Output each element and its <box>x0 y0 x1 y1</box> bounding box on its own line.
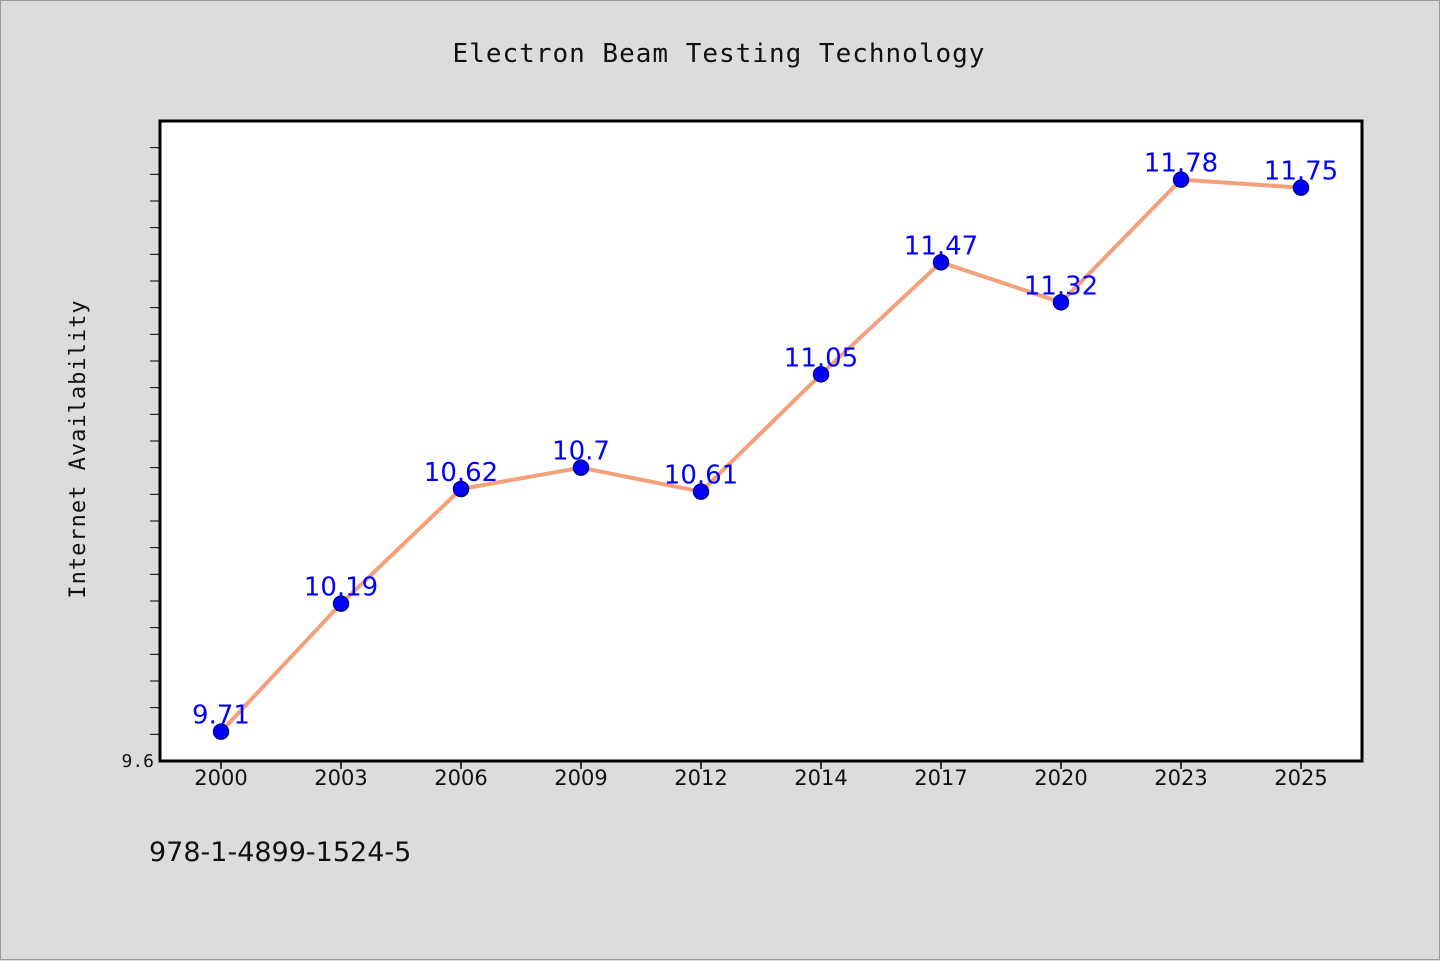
data-point-marker <box>1172 171 1190 188</box>
series-line-segment <box>699 372 823 494</box>
series-line-segment <box>1059 177 1183 305</box>
plot-area <box>158 119 1364 763</box>
data-point-label: 9.71 <box>192 701 250 731</box>
data-point-marker <box>692 483 710 500</box>
chart-title: Electron Beam Testing Technology <box>453 39 986 69</box>
data-point-label: 10.7 <box>552 437 610 467</box>
series-line-segment <box>1179 177 1303 190</box>
x-tick-label: 2006 <box>434 766 487 790</box>
series-line-segment <box>339 487 463 606</box>
x-tick-label: 2025 <box>1274 766 1327 790</box>
x-tick-label: 2017 <box>914 766 967 790</box>
data-point-label: 11.32 <box>1024 271 1098 301</box>
x-tick-label: 2023 <box>1154 766 1207 790</box>
data-point-label: 11.75 <box>1264 157 1338 187</box>
x-tick-label: 2003 <box>314 766 367 790</box>
x-tick-label: 2012 <box>674 766 727 790</box>
data-point-label: 10.61 <box>664 461 738 491</box>
series-lines <box>219 177 1303 734</box>
data-point-marker <box>812 366 830 383</box>
data-point-label: 11.05 <box>784 343 858 373</box>
data-point-marker <box>932 254 950 271</box>
x-tick-label: 2000 <box>194 766 247 790</box>
data-point-marker <box>1052 294 1070 311</box>
footnote-isbn: 978-1-4899-1524-5 <box>149 837 412 868</box>
x-tick-label: 2009 <box>554 766 607 790</box>
series-line-segment <box>579 465 703 494</box>
data-point-marker <box>332 595 350 612</box>
data-markers <box>212 171 1310 740</box>
data-point-label: 11.47 <box>904 231 978 261</box>
x-tick-label: 2020 <box>1034 766 1087 790</box>
series-line-segment <box>219 601 343 734</box>
data-labels: 9.71 10.19 10.62 10.7 10.61 11.05 11.47 11.32 11… <box>192 149 1338 731</box>
y-axis-label: Internet Availability <box>66 299 91 598</box>
x-tick-label: 2014 <box>794 766 847 790</box>
y-tick-label: 9.6 <box>121 751 154 772</box>
data-point-label: 10.19 <box>304 573 378 603</box>
series-line-segment <box>939 260 1063 305</box>
data-point-marker <box>212 723 230 740</box>
x-axis-ticks: 2000 2003 2006 2009 2012 2014 2017 2020 2023 2025 <box>194 761 1328 790</box>
data-point-marker <box>1292 179 1310 196</box>
series-line-segment <box>459 465 583 491</box>
data-point-label: 11.78 <box>1144 149 1218 179</box>
series-line-segment <box>819 260 943 377</box>
data-point-label: 10.62 <box>424 458 498 488</box>
data-point-marker <box>572 459 590 476</box>
data-point-marker <box>452 480 470 498</box>
y-axis-ticks: 9.6 <box>121 147 160 772</box>
